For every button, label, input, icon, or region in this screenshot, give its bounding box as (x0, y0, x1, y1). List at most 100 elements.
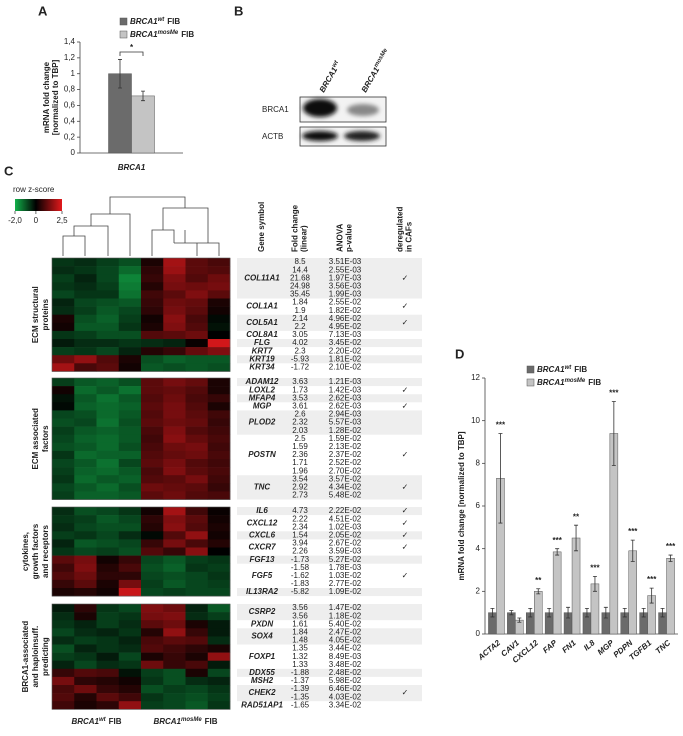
heatmap-cell (52, 314, 75, 324)
heatmap-cell (141, 628, 164, 637)
heatmap-cell (118, 644, 142, 653)
heatmap-cell (207, 426, 231, 435)
heatmap-cell (118, 563, 142, 573)
heatmap-cell (185, 685, 209, 694)
heatmap-cell (52, 459, 75, 468)
heatmap-cell (141, 306, 164, 315)
heatmap-cell (96, 386, 120, 395)
heatmap-cell (163, 571, 186, 581)
dendrogram (62, 196, 220, 256)
heatmap-cell (185, 339, 209, 348)
fold-change: 24.98 (290, 281, 311, 290)
heatmap-cell (185, 378, 209, 387)
heatmap-cell (74, 539, 97, 548)
p-value: 2.62E-03 (329, 393, 362, 402)
heatmap-cell (74, 402, 97, 411)
heatmap-cell (141, 386, 164, 395)
table-header: in CAFs (405, 221, 414, 252)
y-tick-label: 0 (71, 148, 76, 157)
gene-symbol: CXCR7 (248, 543, 276, 552)
p-value: 2.05E-02 (329, 530, 362, 539)
heatmap-cell (118, 668, 142, 678)
blot-band (347, 104, 379, 116)
heatmap-cell (163, 426, 186, 435)
heatmap-cell (96, 298, 120, 307)
heatmap-cell (74, 571, 97, 581)
heatmap-cell (185, 571, 209, 581)
heatmap-cell (207, 266, 231, 275)
x-tick-label: FN1 (560, 638, 578, 655)
heatmap-cell (52, 290, 75, 299)
table-header: deregulated (396, 207, 405, 252)
p-value: 1.97E-03 (329, 273, 362, 282)
y-tick-label: 1 (71, 69, 76, 78)
dendrogram-branch (151, 207, 220, 256)
y-tick-label: 8 (476, 458, 481, 467)
bar (131, 95, 155, 154)
gene-symbol: MSH2 (251, 676, 274, 685)
heatmap-cell (52, 579, 75, 589)
heatmap-cell (52, 258, 75, 267)
heatmap-cell (96, 394, 120, 403)
gene-symbol: COL8A1 (246, 330, 278, 339)
heatmap-cell (96, 604, 120, 613)
heatmap-cell (118, 442, 142, 452)
gene-symbol: KRT7 (252, 346, 273, 355)
heatmap-cell (52, 555, 75, 564)
heatmap-cell (185, 459, 209, 468)
heatmap-cell (52, 475, 75, 484)
heatmap-cell (118, 467, 142, 476)
p-value: 2.67E-02 (329, 539, 362, 548)
heatmap-cell (207, 274, 231, 283)
heatmap-cell (118, 507, 142, 516)
x-tick-label: ACTA2 (476, 638, 503, 663)
heatmap-cell (185, 330, 209, 340)
fold-change: 2.32 (292, 418, 308, 427)
heatmap-cell (163, 685, 186, 694)
heatmap-cell (74, 347, 97, 356)
heatmap-cell (207, 459, 231, 468)
heatmap-cell (163, 386, 186, 395)
heatmap-cell (207, 612, 231, 621)
fold-change: 2.03 (292, 426, 308, 435)
heatmap-cell (52, 636, 75, 645)
heatmap-cell (207, 298, 231, 307)
table-header: Fold change (291, 204, 300, 252)
heatmap-cell (96, 258, 120, 267)
heatmap-cell (185, 386, 209, 395)
gene-symbol: RAD51AP1 (241, 700, 283, 709)
heatmap-cell (74, 483, 97, 492)
heatmap-cell (185, 434, 209, 444)
heatmap-cell (118, 628, 142, 637)
superscript: wt (158, 17, 166, 23)
heatmap-frame (51, 257, 231, 372)
heatmap-cell (96, 418, 120, 427)
heatmap-cell (52, 266, 75, 275)
heatmap-cell (163, 636, 186, 645)
heatmap-cell (118, 386, 142, 395)
heatmap-cell (96, 668, 120, 678)
p-value: 1.59E-02 (329, 434, 362, 443)
heatmap-cell (118, 363, 142, 372)
p-value: 5.98E-02 (329, 676, 362, 685)
heatmap-cell (74, 475, 97, 484)
heatmap-cell (207, 355, 231, 364)
heatmap-cell (207, 579, 231, 589)
heatmap-cell (141, 555, 164, 564)
heatmap-cell (207, 676, 231, 686)
heatmap-cell (207, 693, 231, 702)
heatmap-cell (74, 588, 97, 597)
suffix: FIB (574, 365, 587, 374)
group-label: ECM structural (31, 286, 40, 343)
heatmap-cell (52, 547, 75, 556)
heatmap-cell (74, 652, 97, 661)
heatmap-cell (185, 467, 209, 476)
p-value: 1.09E-02 (329, 587, 362, 596)
blot-band (344, 131, 380, 141)
caf-check: ✓ (402, 302, 409, 311)
fold-change: 4.73 (292, 506, 308, 515)
colorbar-tick-label: 2,5 (56, 216, 68, 225)
error-bar (574, 524, 579, 552)
heatmap-cell (74, 386, 97, 395)
heatmap-cell (207, 531, 231, 540)
